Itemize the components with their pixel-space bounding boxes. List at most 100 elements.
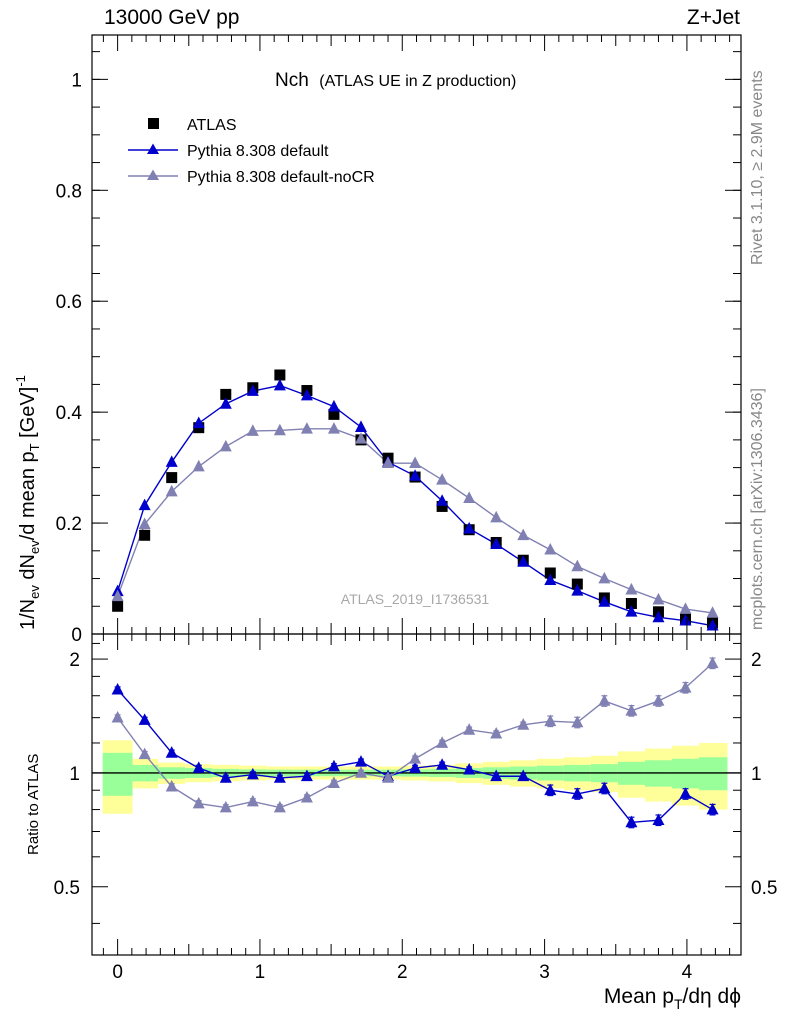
ratio-point-default bbox=[706, 802, 719, 815]
main-point-default bbox=[409, 469, 422, 481]
main-point-atlas bbox=[112, 600, 124, 612]
main-point-nocr bbox=[571, 559, 584, 572]
main-line-nocr bbox=[116, 428, 713, 614]
main-point-default bbox=[436, 494, 449, 506]
ratio-point-nocr bbox=[192, 796, 205, 809]
ratio-point-nocr bbox=[652, 694, 665, 706]
ratio-y-tick-label: 0.5 bbox=[54, 878, 80, 899]
ratio-point-nocr bbox=[382, 771, 395, 783]
main-point-nocr bbox=[327, 422, 340, 434]
x-tick-label: 0 bbox=[112, 962, 123, 983]
ratio-point-default bbox=[192, 761, 205, 773]
main-point-default bbox=[192, 416, 205, 429]
ratio-point-default bbox=[652, 813, 665, 826]
ratio-band-green bbox=[671, 758, 700, 789]
main-point-nocr bbox=[436, 473, 449, 485]
ratio-point-default bbox=[219, 771, 232, 783]
main-point-default bbox=[490, 537, 503, 550]
ratio-point-nocr bbox=[706, 656, 719, 669]
ratio-point-default bbox=[598, 781, 611, 794]
rivet-label: Rivet 3.1.10, ≥ 2.9M events bbox=[749, 70, 766, 265]
main-y-tick-label: 0.8 bbox=[56, 181, 82, 202]
main-y-tick-label: 0 bbox=[71, 625, 82, 646]
ratio-point-default bbox=[679, 787, 692, 799]
main-y-tick-label: 0.6 bbox=[56, 292, 82, 313]
ratio-point-default bbox=[463, 762, 476, 775]
x-tick-label: 3 bbox=[539, 962, 550, 983]
main-point-nocr bbox=[273, 423, 286, 436]
ratio-point-nocr bbox=[517, 718, 530, 730]
main-point-nocr bbox=[679, 602, 692, 614]
main-point-atlas bbox=[166, 472, 178, 484]
main-point-nocr bbox=[517, 528, 530, 541]
x-tick-label: 4 bbox=[682, 962, 693, 983]
ratio-point-default bbox=[327, 759, 340, 772]
main-point-default bbox=[652, 610, 665, 623]
ratio-point-nocr bbox=[165, 779, 178, 792]
main-point-default bbox=[544, 573, 557, 586]
main-point-nocr bbox=[300, 422, 313, 434]
ratio-point-default bbox=[273, 771, 286, 783]
ratio-point-default bbox=[544, 783, 557, 796]
main-line-default bbox=[116, 384, 713, 627]
main-point-nocr bbox=[219, 439, 232, 452]
ratio-point-default bbox=[354, 755, 367, 767]
main-point-atlas bbox=[274, 369, 286, 381]
main-point-nocr bbox=[706, 606, 719, 618]
ratio-point-nocr bbox=[490, 726, 503, 739]
main-point-default bbox=[165, 455, 178, 467]
main-point-nocr bbox=[490, 510, 503, 523]
main-point-atlas bbox=[139, 529, 151, 541]
main-y-tick-label: 0.4 bbox=[56, 403, 83, 424]
ratio-point-nocr bbox=[354, 766, 367, 778]
legend-marker-nocr bbox=[147, 169, 159, 180]
main-point-default bbox=[625, 605, 638, 617]
ratio-point-nocr bbox=[571, 715, 584, 728]
ratio-point-default bbox=[517, 769, 530, 782]
ratio-y-tick-label-right: 0.5 bbox=[751, 878, 777, 899]
x-axis-title: Mean pT/dη dϕ bbox=[604, 985, 741, 1012]
ratio-point-nocr bbox=[273, 800, 286, 813]
main-point-default bbox=[679, 613, 692, 626]
ratio-y-tick-label-right: 2 bbox=[751, 650, 762, 671]
ratio-point-nocr bbox=[246, 794, 259, 807]
main-point-nocr bbox=[382, 456, 395, 469]
analysis-watermark: ATLAS_2019_I1736531 bbox=[341, 591, 490, 607]
main-point-default bbox=[463, 521, 476, 534]
main-point-atlas bbox=[220, 388, 232, 400]
ratio-point-nocr bbox=[300, 790, 313, 803]
main-point-default bbox=[571, 584, 584, 596]
ratio-y-tick-label-right: 1 bbox=[751, 764, 762, 785]
header-process: Z+Jet bbox=[687, 6, 740, 29]
ratio-point-nocr bbox=[436, 736, 449, 748]
main-y-axis-title: 1/Nev dNev/d mean pT [GeV]-1 bbox=[13, 375, 42, 630]
main-point-default bbox=[517, 555, 530, 567]
main-point-nocr bbox=[165, 484, 178, 497]
main-point-nocr bbox=[409, 456, 422, 469]
main-point-nocr bbox=[246, 424, 259, 436]
main-point-nocr bbox=[625, 582, 638, 595]
main-y-tick-label: 1 bbox=[71, 70, 82, 91]
chart-title-main: Nch bbox=[275, 70, 309, 91]
legend-marker-atlas bbox=[148, 118, 159, 129]
ratio-band-green bbox=[102, 752, 133, 796]
ratio-point-default bbox=[246, 767, 259, 780]
ratio-point-nocr bbox=[544, 714, 557, 727]
chart-title: Nch (ATLAS UE in Z production) bbox=[275, 70, 516, 91]
ratio-point-nocr bbox=[409, 752, 422, 764]
ratio-y-axis-title: Ratio to ATLAS bbox=[25, 754, 42, 855]
ratio-point-default bbox=[436, 758, 449, 770]
mcplots-label: mcplots.cern.ch [arXiv:1306.3436] bbox=[749, 388, 766, 630]
legend-marker-default bbox=[147, 143, 159, 154]
legend: ATLAS Pythia 8.308 default Pythia 8.308 … bbox=[128, 117, 375, 186]
main-point-default bbox=[300, 388, 313, 401]
ratio-point-default bbox=[409, 761, 422, 773]
ratio-point-default bbox=[300, 769, 313, 782]
ratio-point-default bbox=[165, 746, 178, 758]
main-point-default bbox=[327, 399, 340, 412]
x-tick-label: 1 bbox=[255, 962, 266, 983]
main-point-default bbox=[354, 420, 367, 432]
ratio-y-tick-label: 1 bbox=[69, 764, 80, 785]
ratio-point-default bbox=[138, 713, 151, 725]
ratio-band-green bbox=[699, 757, 728, 791]
